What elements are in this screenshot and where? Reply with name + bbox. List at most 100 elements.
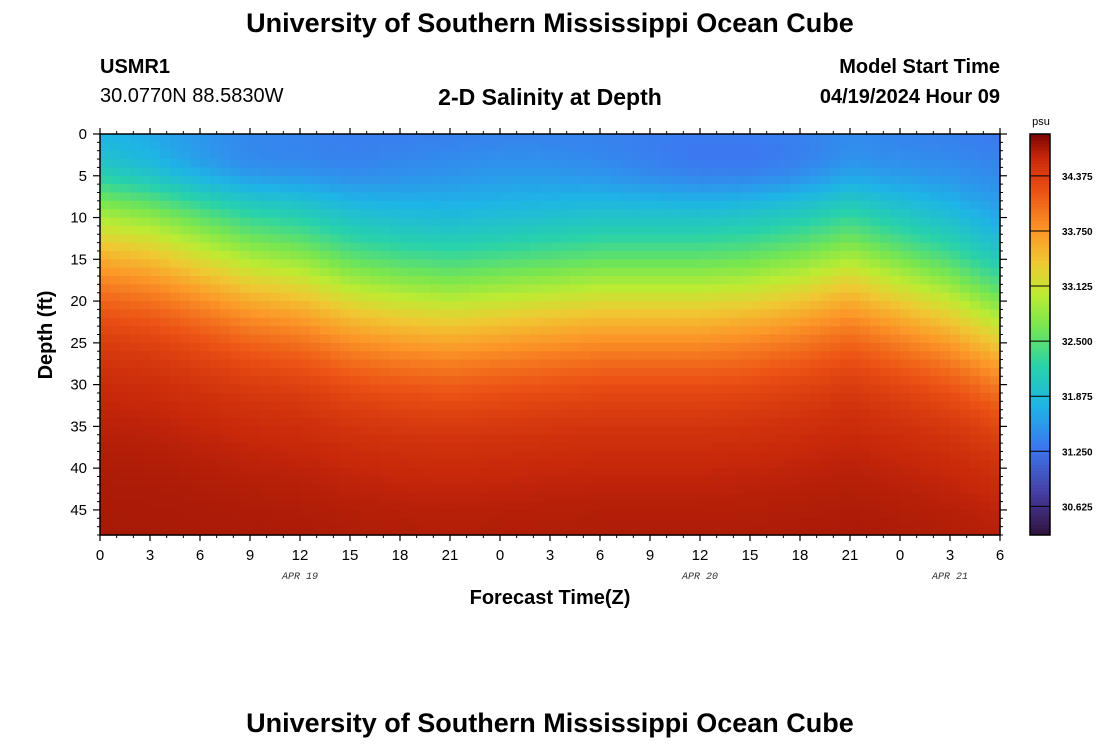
heatmap-cell [680, 468, 691, 478]
heatmap-cell [500, 184, 511, 194]
heatmap-cell [160, 509, 171, 519]
heatmap-cell [330, 276, 341, 285]
heatmap-cell [970, 384, 981, 394]
heatmap-cell [470, 276, 481, 285]
heatmap-cell [560, 259, 571, 269]
heatmap-cell [540, 401, 551, 411]
heatmap-cell [420, 301, 431, 311]
heatmap-cell [860, 359, 871, 369]
heatmap-cell [320, 225, 331, 235]
heatmap-cell [710, 184, 721, 194]
heatmap-cell [320, 301, 331, 311]
heatmap-cell [230, 309, 241, 319]
heatmap-cell [420, 518, 431, 528]
heatmap-cell [920, 159, 931, 169]
heatmap-cell [870, 384, 881, 394]
heatmap-cell [860, 250, 871, 260]
heatmap-cell [300, 267, 311, 277]
heatmap-cell [410, 509, 421, 519]
heatmap-cell [380, 351, 391, 361]
colorbar-segment [1030, 281, 1050, 285]
heatmap-cell [340, 409, 351, 419]
heatmap-cell [450, 309, 461, 319]
heatmap-cell [350, 501, 361, 511]
heatmap-cell [100, 309, 111, 319]
axis-ticks [93, 128, 1007, 541]
heatmap-cell [970, 359, 981, 369]
heatmap-cell [280, 225, 291, 235]
heatmap-cell [580, 409, 591, 419]
heatmap-cell [670, 384, 681, 394]
heatmap-cell [790, 159, 801, 169]
heatmap-cell [820, 367, 831, 377]
heatmap-cell [860, 484, 871, 494]
heatmap-cell [330, 267, 341, 277]
heatmap-cell [420, 259, 431, 269]
heatmap-cell [900, 443, 911, 453]
heatmap-cell [140, 476, 151, 486]
heatmap-cell [760, 401, 771, 411]
heatmap-cell [740, 409, 751, 419]
heatmap-cell [440, 217, 451, 227]
heatmap-cell [270, 342, 281, 352]
colorbar-segment [1030, 428, 1050, 432]
heatmap-cell [580, 334, 591, 344]
heatmap-cell [250, 476, 261, 486]
heatmap-cell [570, 518, 581, 528]
heatmap-cell [490, 443, 501, 453]
heatmap-cell [210, 301, 221, 311]
heatmap-cell [700, 209, 711, 219]
colorbar-segment [1030, 391, 1050, 396]
heatmap-cell [790, 418, 801, 427]
heatmap-cell [540, 434, 551, 444]
heatmap-cell [260, 384, 271, 394]
colorbar-segment [1030, 234, 1050, 239]
heatmap-cell [200, 426, 211, 436]
heatmap-cell [770, 326, 781, 336]
heatmap-cell [620, 509, 631, 519]
heatmap-cell [120, 451, 131, 461]
heatmap-cell [100, 384, 111, 394]
heatmap-cell [220, 418, 231, 427]
heatmap-cell [960, 434, 971, 444]
heatmap-cell [950, 317, 961, 327]
colorbar-segment [1030, 367, 1050, 372]
heatmap-cell [230, 334, 241, 344]
heatmap-cell [630, 192, 641, 202]
heatmap-cell [890, 225, 901, 235]
heatmap-cell [720, 376, 731, 386]
heatmap-cell [470, 493, 481, 503]
heatmap-cell [630, 392, 641, 402]
heatmap-cell [880, 484, 891, 494]
colorbar-tick-label: 32.500 [1062, 337, 1093, 348]
heatmap-cell [230, 409, 241, 419]
heatmap-cell [780, 518, 791, 528]
heatmap-cell [160, 217, 171, 227]
heatmap-cell [260, 518, 271, 528]
heatmap-cell [140, 434, 151, 444]
heatmap-cell [540, 459, 551, 469]
heatmap-cell [280, 200, 291, 210]
heatmap-cell [220, 317, 231, 327]
heatmap-cell [690, 376, 701, 386]
heatmap-cell [420, 501, 431, 511]
heatmap-cell [960, 426, 971, 436]
heatmap-cell [940, 351, 951, 361]
heatmap-cell [780, 167, 791, 177]
heatmap-cell [220, 351, 231, 361]
heatmap-cell [350, 401, 361, 411]
heatmap-cell [540, 409, 551, 419]
heatmap-cell [870, 276, 881, 285]
colorbar-segment [1030, 438, 1050, 442]
heatmap-cell [990, 200, 1001, 210]
heatmap-cell [560, 242, 571, 252]
heatmap-cell [550, 317, 561, 327]
heatmap-cell [140, 426, 151, 436]
heatmap-cell [310, 267, 321, 277]
heatmap-cell [230, 292, 241, 302]
heatmap-cell [300, 142, 311, 152]
heatmap-cell [780, 367, 791, 377]
heatmap-cell [520, 234, 531, 244]
heatmap-cell [600, 292, 611, 302]
heatmap-cell [640, 409, 651, 419]
